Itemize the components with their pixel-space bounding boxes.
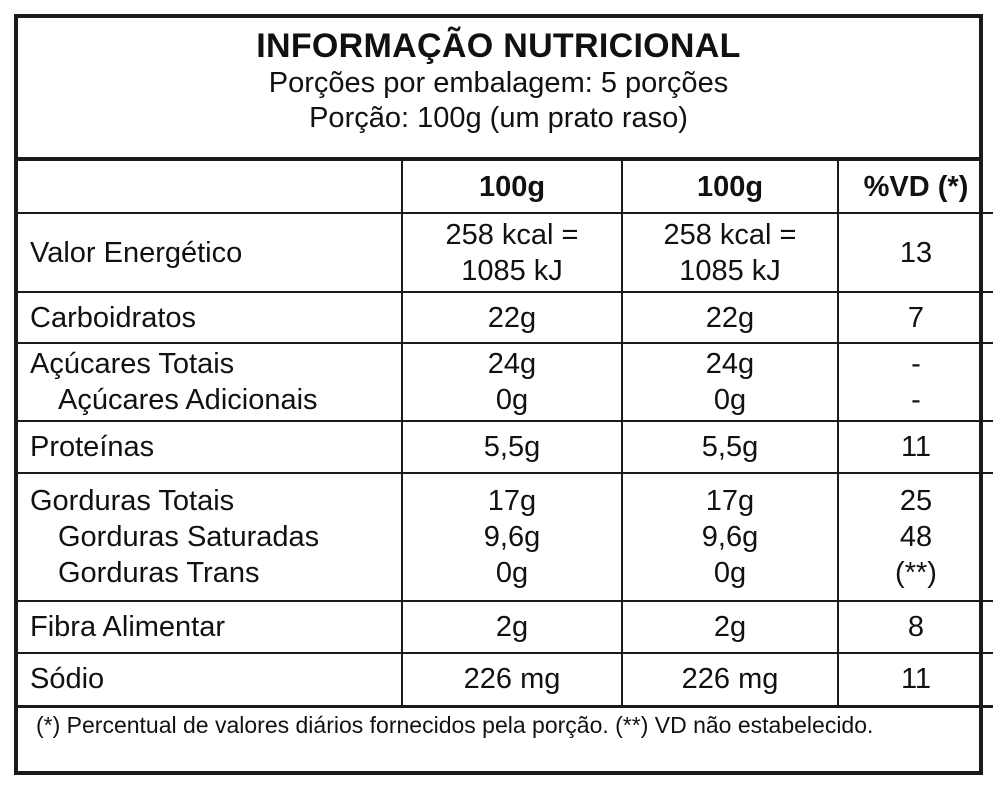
cell-energy-vd: 13: [837, 212, 993, 293]
table-row: Proteínas 5,5g 5,5g 11: [18, 420, 993, 474]
fat-total-col2: 17g: [705, 485, 755, 517]
row-label-sodium: Sódio: [18, 652, 403, 708]
cell-carbs-col1: 22g: [401, 291, 623, 344]
row-label-sugars-added: Açúcares Adicionais: [58, 384, 318, 416]
fat-saturated-col2: 9,6g: [701, 521, 759, 553]
cell-sodium-vd: 11: [837, 652, 993, 708]
cell-sodium-col1: 226 mg: [401, 652, 623, 708]
servings-per-package: Porções por embalagem: 5 porções: [268, 67, 729, 99]
sugars-total-col2: 24g: [705, 348, 755, 380]
cell-energy-col2: 258 kcal = 1085 kJ: [621, 212, 839, 293]
cell-fat-labels: Gorduras Totais Gorduras Saturadas Gordu…: [18, 472, 403, 602]
header-cell-vd: %VD (*): [837, 161, 993, 214]
cell-fiber-col1: 2g: [401, 600, 623, 654]
row-label-carbs: Carboidratos: [18, 291, 403, 344]
fat-total-vd: 25: [899, 485, 933, 517]
fat-saturated-vd: 48: [899, 521, 933, 553]
label-header: INFORMAÇÃO NUTRICIONAL Porções por embal…: [18, 18, 979, 161]
sugars-added-col1: 0g: [495, 384, 529, 416]
serving-size: Porção: 100g (um prato raso): [309, 102, 688, 134]
sugars-total-vd: -: [911, 348, 921, 380]
row-label-sugars-total: Açúcares Totais: [30, 348, 235, 380]
cell-carbs-vd: 7: [837, 291, 993, 344]
row-label-fat-total: Gorduras Totais: [30, 485, 235, 517]
fat-saturated-col1: 9,6g: [483, 521, 541, 553]
sugars-added-vd: -: [911, 384, 921, 416]
footnote: (*) Percentual de valores diários fornec…: [36, 712, 874, 738]
table-row: Valor Energético 258 kcal = 1085 kJ 258 …: [18, 212, 993, 293]
energy-col2-kj: 1085 kJ: [679, 254, 781, 287]
cell-protein-col2: 5,5g: [621, 420, 839, 474]
fat-trans-vd: (**): [895, 557, 937, 589]
cell-sugars-vd: - -: [837, 342, 993, 422]
cell-sugars-col2: 24g 0g: [621, 342, 839, 422]
label-title: INFORMAÇÃO NUTRICIONAL: [256, 27, 741, 65]
fat-trans-col1: 0g: [495, 557, 529, 589]
energy-col2-kcal: 258 kcal =: [663, 218, 797, 251]
table-row: Fibra Alimentar 2g 2g 8: [18, 600, 993, 654]
energy-col1-kcal: 258 kcal =: [445, 218, 579, 251]
header-cell-empty: [18, 161, 403, 214]
cell-sodium-col2: 226 mg: [621, 652, 839, 708]
table-header-row: 100g 100g %VD (*): [18, 161, 993, 214]
sugars-total-col1: 24g: [487, 348, 537, 380]
fat-trans-col2: 0g: [713, 557, 747, 589]
cell-fat-col2: 17g 9,6g 0g: [621, 472, 839, 602]
cell-fat-col1: 17g 9,6g 0g: [401, 472, 623, 602]
cell-sugars-labels: Açúcares Totais Açúcares Adicionais: [18, 342, 403, 422]
fat-total-col1: 17g: [487, 485, 537, 517]
table-row: Açúcares Totais Açúcares Adicionais 24g …: [18, 342, 993, 422]
header-cell-100g-2: 100g: [621, 161, 839, 214]
row-label-protein: Proteínas: [18, 420, 403, 474]
cell-protein-col1: 5,5g: [401, 420, 623, 474]
cell-energy-col1: 258 kcal = 1085 kJ: [401, 212, 623, 293]
cell-protein-vd: 11: [837, 420, 993, 474]
row-label-fat-trans: Gorduras Trans: [58, 557, 260, 589]
cell-sugars-col1: 24g 0g: [401, 342, 623, 422]
sugars-added-col2: 0g: [713, 384, 747, 416]
row-label-fiber: Fibra Alimentar: [18, 600, 403, 654]
cell-fat-vd: 25 48 (**): [837, 472, 993, 602]
cell-fiber-col2: 2g: [621, 600, 839, 654]
cell-fiber-vd: 8: [837, 600, 993, 654]
row-label-fat-saturated: Gorduras Saturadas: [58, 521, 320, 553]
table-row: Gorduras Totais Gorduras Saturadas Gordu…: [18, 472, 993, 602]
table-row: Carboidratos 22g 22g 7: [18, 291, 993, 344]
nutrition-facts-label: INFORMAÇÃO NUTRICIONAL Porções por embal…: [14, 14, 993, 775]
table-row: Sódio 226 mg 226 mg 11: [18, 652, 993, 708]
row-label-energy: Valor Energético: [18, 212, 403, 293]
energy-col1-kj: 1085 kJ: [461, 254, 563, 287]
cell-carbs-col2: 22g: [621, 291, 839, 344]
nutrition-table: 100g 100g %VD (*) Valor Energético 258 k…: [18, 161, 993, 708]
header-cell-100g-1: 100g: [401, 161, 623, 214]
